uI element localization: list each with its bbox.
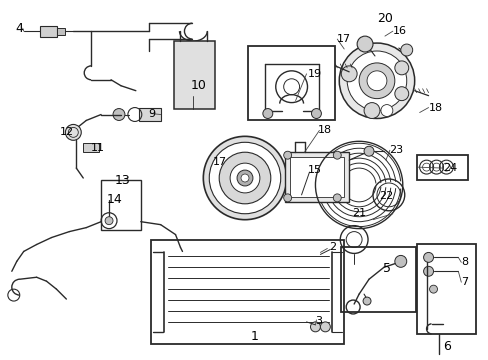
Bar xyxy=(341,247,415,312)
Bar xyxy=(57,28,65,35)
Circle shape xyxy=(320,322,330,332)
Circle shape xyxy=(341,66,356,82)
Circle shape xyxy=(209,142,280,214)
Text: 7: 7 xyxy=(460,277,468,287)
Circle shape xyxy=(394,61,408,75)
Text: 22: 22 xyxy=(378,191,392,201)
Text: 15: 15 xyxy=(307,165,321,175)
Text: 3: 3 xyxy=(315,316,322,326)
Text: 23: 23 xyxy=(388,145,402,155)
Circle shape xyxy=(241,174,248,182)
Bar xyxy=(83,143,99,152)
Circle shape xyxy=(356,36,372,52)
Circle shape xyxy=(423,252,433,262)
Circle shape xyxy=(428,285,437,293)
Text: 18: 18 xyxy=(317,125,331,135)
Bar xyxy=(173,41,215,109)
Text: 6: 6 xyxy=(443,340,450,353)
Bar xyxy=(101,180,141,230)
Circle shape xyxy=(423,266,433,276)
Text: 5: 5 xyxy=(382,262,390,275)
Text: 4: 4 xyxy=(16,22,23,35)
Bar xyxy=(247,46,335,121)
Text: 17: 17 xyxy=(337,34,351,44)
Circle shape xyxy=(400,44,412,56)
Bar xyxy=(289,157,344,197)
Circle shape xyxy=(263,109,272,118)
Text: 2: 2 xyxy=(328,243,336,252)
Bar xyxy=(139,108,161,121)
Circle shape xyxy=(283,151,291,159)
Circle shape xyxy=(380,105,392,117)
Text: 10: 10 xyxy=(190,79,206,92)
Text: 11: 11 xyxy=(91,143,105,153)
Circle shape xyxy=(346,51,406,111)
Text: 19: 19 xyxy=(307,69,321,79)
Circle shape xyxy=(105,217,113,225)
Circle shape xyxy=(237,170,252,186)
Circle shape xyxy=(366,71,386,91)
Text: 17: 17 xyxy=(213,157,227,167)
Circle shape xyxy=(230,163,259,193)
Circle shape xyxy=(203,136,286,220)
Circle shape xyxy=(333,194,341,202)
Circle shape xyxy=(358,63,394,99)
Circle shape xyxy=(311,109,321,118)
Circle shape xyxy=(283,194,291,202)
Text: 21: 21 xyxy=(351,208,366,218)
Text: 1: 1 xyxy=(250,330,258,343)
Circle shape xyxy=(113,109,124,121)
Circle shape xyxy=(65,125,81,140)
Text: 9: 9 xyxy=(148,108,156,118)
Circle shape xyxy=(364,103,379,118)
Circle shape xyxy=(310,322,320,332)
Text: 8: 8 xyxy=(460,257,468,267)
Bar xyxy=(150,239,344,344)
Bar xyxy=(416,155,468,180)
Bar xyxy=(284,152,348,202)
Circle shape xyxy=(394,87,408,100)
Circle shape xyxy=(394,255,406,267)
Bar xyxy=(40,26,57,37)
Circle shape xyxy=(362,297,370,305)
Text: 20: 20 xyxy=(376,12,392,25)
Text: 18: 18 xyxy=(427,103,442,113)
Text: 12: 12 xyxy=(60,127,73,138)
Circle shape xyxy=(364,146,373,156)
Text: 13: 13 xyxy=(115,175,131,188)
Text: 24: 24 xyxy=(443,163,457,173)
Circle shape xyxy=(219,152,270,204)
Text: 16: 16 xyxy=(392,26,406,36)
Circle shape xyxy=(333,151,341,159)
Text: 14: 14 xyxy=(107,193,122,206)
Bar xyxy=(416,244,475,334)
Circle shape xyxy=(339,43,414,118)
